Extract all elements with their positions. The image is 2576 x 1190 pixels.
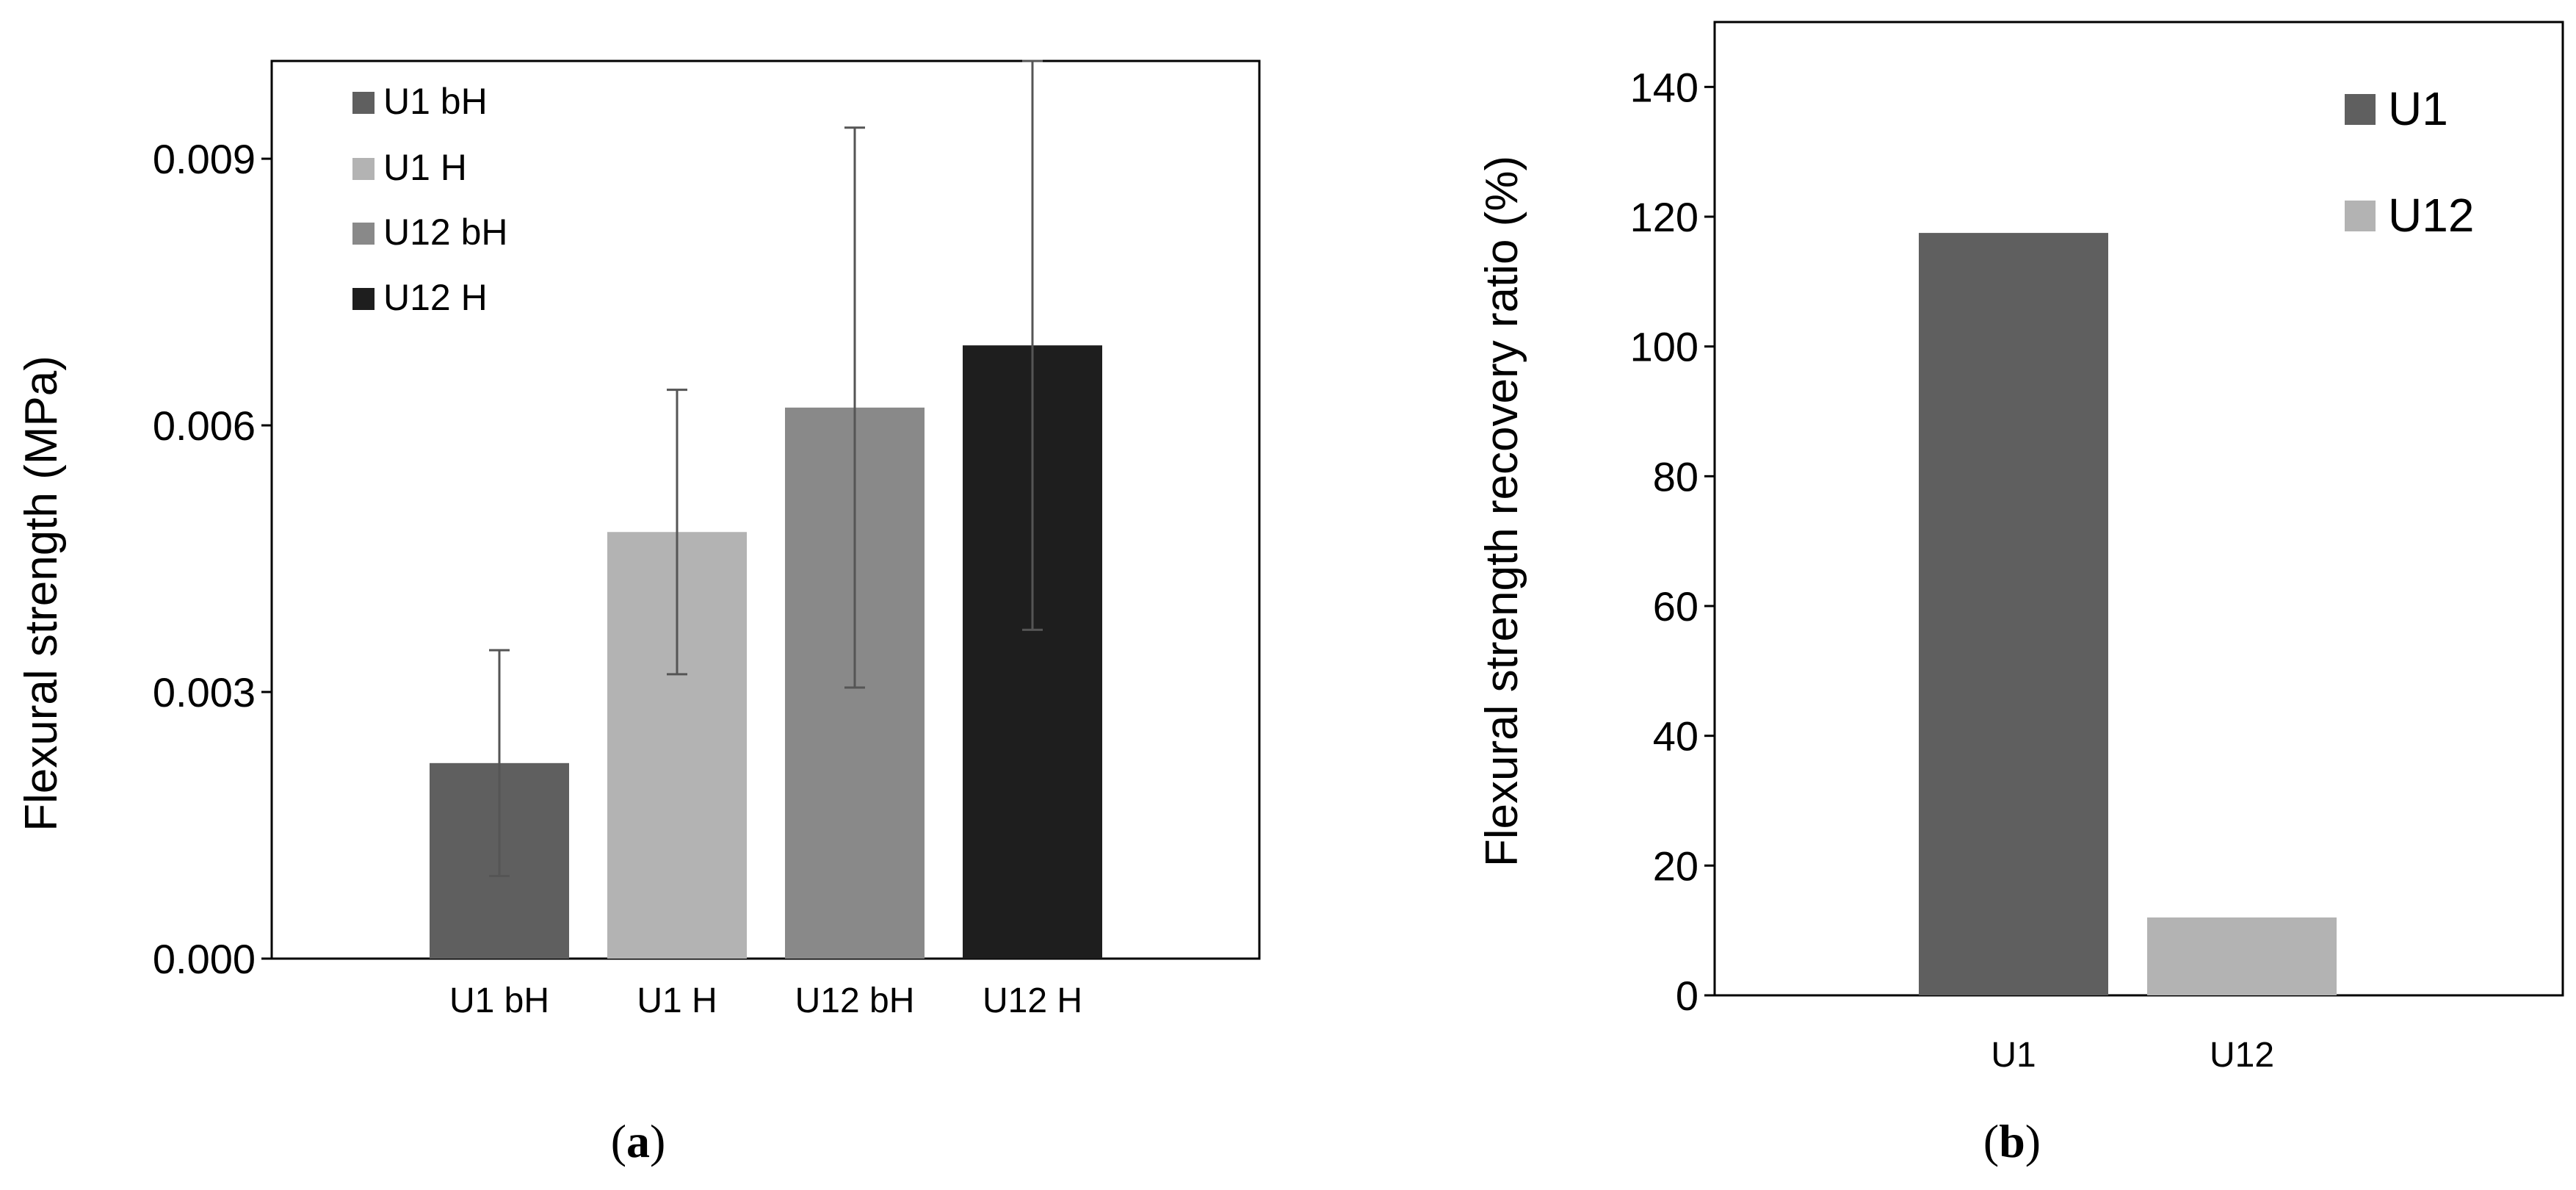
x-tick-label: U12 bH xyxy=(795,981,915,1020)
legend-label: U1 bH xyxy=(383,81,488,122)
x-tick-label: U1 xyxy=(1991,1036,2036,1075)
y-tick-label: 120 xyxy=(1630,194,1698,240)
y-tick-label: 100 xyxy=(1630,324,1698,370)
x-tick-label: U12 H xyxy=(983,981,1082,1020)
chart-a-caption: (a) xyxy=(611,1115,666,1167)
chart-b-caption: (b) xyxy=(1983,1115,2041,1167)
legend-label: U1 H xyxy=(383,147,467,188)
y-tick-label: 40 xyxy=(1653,713,1698,760)
x-tick-label: U1 H xyxy=(637,981,717,1020)
legend-swatch xyxy=(352,288,375,310)
legend-swatch xyxy=(352,223,375,245)
y-tick-label: 60 xyxy=(1653,583,1698,630)
y-tick-label: 140 xyxy=(1630,64,1698,110)
y-tick-label: 0.009 xyxy=(153,136,256,182)
plot-frame xyxy=(1713,21,2564,997)
caption-a-open: ( xyxy=(611,1115,626,1167)
legend-label: U1 xyxy=(2388,82,2448,135)
chart-a-plot-area: 0.000 0.003 0.006 0.009 U1 bH U1 H U12 bH U12 H… xyxy=(153,60,1261,1020)
legend-swatch xyxy=(352,92,375,114)
legend-label: U12 H xyxy=(383,277,488,318)
chart-b: Flexural strength recovery ratio (%) 0 20… xyxy=(1477,21,2564,1167)
legend-label: U12 xyxy=(2388,189,2474,242)
caption-a-close: ) xyxy=(650,1115,665,1167)
legend-swatch xyxy=(2345,201,2376,231)
caption-b-close: ) xyxy=(2025,1115,2041,1167)
caption-a-letter: a xyxy=(626,1115,650,1167)
caption-b-open: ( xyxy=(1983,1115,1999,1167)
y-tick-label: 0 xyxy=(1676,973,1698,1019)
bar-u12 xyxy=(2147,917,2337,995)
x-tick-label: U1 bH xyxy=(449,981,549,1020)
y-tick-label: 80 xyxy=(1653,453,1698,500)
x-tick-label: U12 xyxy=(2210,1036,2274,1075)
y-tick-label: 0.006 xyxy=(153,403,256,449)
plot-frame xyxy=(270,60,1261,960)
chart-a: Flexural strength (MPa) 0.0000.0030.0060… xyxy=(16,60,1261,1167)
legend-label: U12 bH xyxy=(383,212,508,253)
chart-b-plot-area: 0 20 40 60 80 100 120 140 U1 U12 U1 U12 xyxy=(1630,21,2564,1075)
legend-swatch xyxy=(352,158,375,180)
y-tick-label: 20 xyxy=(1653,843,1698,889)
y-tick-label: 0.000 xyxy=(153,936,256,982)
bar-u1 xyxy=(1919,233,2108,995)
legend-swatch xyxy=(2345,94,2376,125)
chart-b-ylabel: Flexural strength recovery ratio (%) xyxy=(1477,156,1527,867)
y-tick-label: 0.003 xyxy=(153,669,256,715)
chart-a-ylabel: Flexural strength (MPa) xyxy=(16,356,67,832)
caption-b-letter: b xyxy=(1999,1115,2025,1167)
